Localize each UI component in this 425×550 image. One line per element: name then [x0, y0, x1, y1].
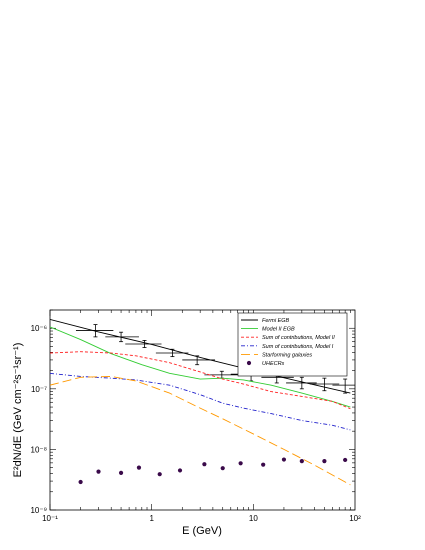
plot-frame — [49, 309, 356, 511]
uhecr-point — [177, 468, 183, 473]
y-tick-label: 10⁻⁹ — [30, 506, 47, 515]
series-line-sum-of-contributions-model-ii — [50, 351, 351, 410]
errorbar-point — [182, 355, 216, 366]
legend-item: Model II EGB — [241, 327, 295, 333]
y-tick-label: 10⁻⁸ — [31, 445, 48, 454]
legend-item: Sum of contributions, Model II — [241, 335, 335, 341]
legend-item: Starforming galaxies — [241, 352, 312, 358]
uhecr-point — [78, 479, 83, 485]
uhecr-point — [238, 461, 243, 466]
x-tick-label: 10⁻¹ — [42, 514, 58, 523]
errorbar-point — [75, 324, 114, 338]
uhecr-point — [261, 462, 266, 467]
errorbar-point — [309, 377, 340, 392]
legend-label: Fermi EGB — [262, 318, 290, 324]
uhecr-point — [322, 459, 327, 464]
tick-labels: 10⁻¹ 1 10 10² 10⁻⁹ 10⁻⁸ 10⁻⁷ 10⁻⁶ — [30, 324, 361, 523]
y-tick-label: 10⁻⁷ — [31, 385, 47, 394]
legend-label: UHECRs — [262, 361, 285, 367]
series-line-starforming-galaxies — [50, 376, 351, 486]
uhecr-point — [343, 457, 348, 463]
legend-marker — [246, 360, 252, 366]
y-tick-label: 10⁻⁶ — [31, 324, 47, 333]
errorbar-point — [155, 348, 189, 358]
uhecr-point — [136, 465, 142, 470]
errorbar-point — [286, 376, 317, 390]
errorbar-point — [105, 331, 139, 343]
y-axis-title: E²dN/dE (GeV cm⁻²s⁻¹sr⁻¹) — [12, 343, 24, 478]
legend-label: Sum of contributions, Model I — [262, 344, 334, 350]
uhecr-point — [157, 472, 162, 477]
legend-label: Sum of contributions, Model II — [262, 335, 335, 341]
x-axis-title: E (GeV) — [182, 525, 222, 537]
uhecr-point — [118, 470, 124, 475]
legend-label: Model II EGB — [262, 327, 295, 333]
legend-item: Fermi EGB — [241, 318, 290, 324]
series-line-sum-of-contributions-model-i — [50, 372, 351, 431]
uhecr-point — [299, 459, 304, 464]
legend-label: Starforming galaxies — [262, 352, 312, 358]
errorbar-point — [125, 339, 162, 348]
x-tick-label: 10² — [349, 514, 361, 523]
legend-box — [237, 312, 348, 377]
uhecr-point — [281, 457, 287, 462]
x-tick-label: 1 — [149, 514, 154, 523]
uhecr-point — [202, 462, 207, 467]
legend: Fermi EGB Model II EGB Sum of contribution… — [237, 312, 348, 377]
uhecr-point — [220, 466, 225, 471]
plot-area — [50, 318, 355, 486]
x-tick-label: 10 — [249, 514, 258, 523]
legend-item: Sum of contributions, Model I — [241, 344, 334, 350]
uhecr-point — [96, 469, 101, 474]
legend-item: UHECRs — [246, 360, 285, 367]
errorbar-point — [332, 378, 355, 394]
series-line-model-ii-egb — [50, 326, 351, 408]
